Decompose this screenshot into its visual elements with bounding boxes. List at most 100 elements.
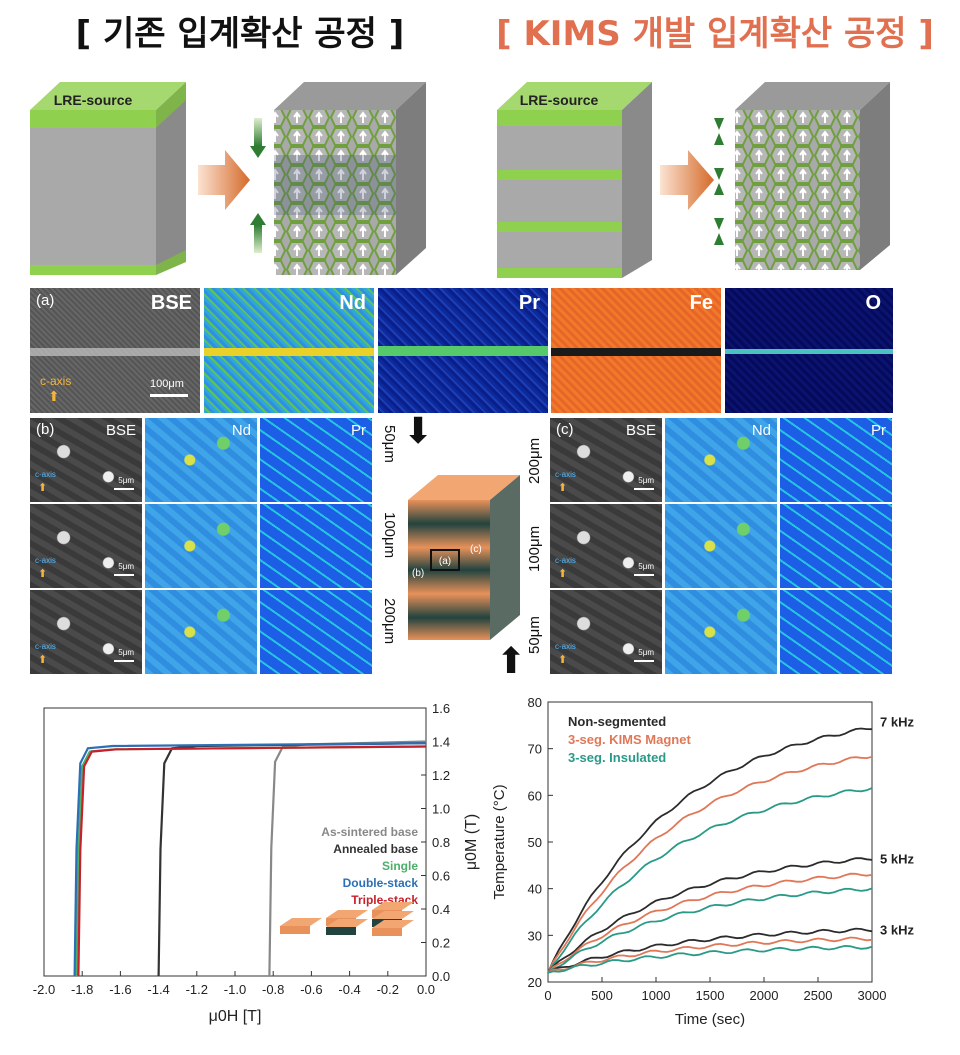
b-micrograph-r0-c1: Nd xyxy=(145,418,257,502)
map-o: O xyxy=(725,288,893,413)
down-arrow-icon: ⬇ xyxy=(403,410,434,451)
legend-entry-2: Single xyxy=(382,859,418,873)
y-tick-label: 0.6 xyxy=(432,869,450,884)
x-tick-label: 1000 xyxy=(642,988,671,1003)
stack-icon xyxy=(326,927,356,935)
y-tick-label: 0.4 xyxy=(432,902,450,917)
stack-icon xyxy=(372,920,414,928)
panel-c-label: (c) xyxy=(556,421,574,438)
temp-line-2-2 xyxy=(547,944,873,974)
c-scale-bar xyxy=(634,574,654,576)
b-header-0: BSE xyxy=(105,422,136,439)
kims-segmented-magnet-block: LRE-source xyxy=(497,82,652,278)
b-micrograph-r1-c0: c-axis ⬆ 5μm xyxy=(30,504,142,588)
series-line-3 xyxy=(73,742,427,977)
freq-annotation-1: 5 kHz xyxy=(880,851,914,866)
x-tick-label: 500 xyxy=(591,988,613,1003)
y-tick-label: 0.2 xyxy=(432,936,450,951)
b-scale-bar xyxy=(114,488,134,490)
diffusion-up-arrow-icon xyxy=(254,225,262,253)
x-tick-label: -0.8 xyxy=(262,982,284,997)
plot-frame xyxy=(547,701,873,983)
process-arrow-left-icon xyxy=(198,150,250,210)
segment-diffusion-arrows-icon xyxy=(714,118,724,245)
c-micrograph-r0-c1: Nd xyxy=(665,418,777,502)
legend-entry-2: 3-seg. Insulated xyxy=(568,750,666,765)
conventional-diffused-magnet xyxy=(274,82,426,275)
kims-diffused-magnet xyxy=(735,82,890,270)
x-tick-label: -0.6 xyxy=(300,982,322,997)
b-caxis-arrow-icon: ⬆ xyxy=(38,482,48,494)
block-label-b: (b) xyxy=(412,568,424,579)
temp-line-2-1 xyxy=(547,936,873,974)
process-schematics: LRE-source LRE-source xyxy=(30,82,890,278)
caxis-label: c-axis xyxy=(40,374,72,388)
x-tick-label: 1500 xyxy=(696,988,725,1003)
legend-entry-0: As-sintered base xyxy=(321,825,418,839)
temp-line-1-2 xyxy=(547,887,873,974)
map-nd: Nd xyxy=(204,288,374,413)
x-tick-label: -1.6 xyxy=(109,982,131,997)
b-micrograph-r0-c0: BSE c-axis ⬆ 5μm xyxy=(30,418,142,502)
b-caxis-label: c-axis xyxy=(35,470,56,479)
b-scale-label: 5μm xyxy=(118,562,134,571)
temp-line-1-0 xyxy=(547,857,873,974)
x-tick-label: 2000 xyxy=(750,988,779,1003)
y-tick-label: 1.6 xyxy=(432,701,450,716)
block-label-a: (a) xyxy=(439,556,451,567)
b-caxis-label: c-axis xyxy=(35,556,56,565)
c-micrograph-r2-c1 xyxy=(665,590,777,674)
c-micrograph-r2-c0: c-axis ⬆ 5μm xyxy=(550,590,662,674)
c-header-1: Nd xyxy=(751,422,771,439)
legend-entry-1: Annealed base xyxy=(333,842,418,856)
c-micrograph-r1-c2 xyxy=(780,504,892,588)
temp-line-0-1 xyxy=(547,756,873,974)
diffusion-down-arrow-icon xyxy=(254,118,262,146)
c-scale-bar xyxy=(634,660,654,662)
depth-b-0: 50μm xyxy=(381,425,398,463)
b-micrograph-r2-c0: c-axis ⬆ 5μm xyxy=(30,590,142,674)
c-header-0: BSE xyxy=(625,422,656,439)
freq-annotation-0: 7 kHz xyxy=(880,715,914,730)
map-bse-title: BSE xyxy=(150,292,192,314)
legend-entry-3: Double-stack xyxy=(343,876,419,890)
process-arrow-right-icon xyxy=(660,150,714,210)
y-axis-label: μ0M (T) xyxy=(463,814,480,870)
y-tick-label: 50 xyxy=(528,835,542,850)
temp-line-1-1 xyxy=(547,872,873,974)
stack-icon xyxy=(280,926,310,934)
x-tick-label: -1.4 xyxy=(147,982,169,997)
depth-c-0: 200μm xyxy=(526,437,543,484)
depth-c-2: 50μm xyxy=(526,616,543,654)
b-micrograph-r0-c2: Pr xyxy=(260,418,372,502)
title-conventional-process: [ 기존 입계확산 공정 ] xyxy=(75,14,405,54)
c-caxis-arrow-icon: ⬆ xyxy=(558,482,568,494)
stack-icon xyxy=(326,919,368,927)
stack-icon xyxy=(372,902,414,910)
panel-a-label: (a) xyxy=(36,292,55,309)
stack-icon xyxy=(372,911,414,919)
x-axis-label: μ0H [T] xyxy=(209,1008,262,1025)
x-tick-label: -1.8 xyxy=(71,982,93,997)
y-tick-label: 20 xyxy=(528,975,542,990)
c-caxis-label: c-axis xyxy=(555,642,576,651)
b-scale-bar xyxy=(114,660,134,662)
y-tick-label: 0.0 xyxy=(432,969,450,984)
y-axis-label: Temperature (°C) xyxy=(491,784,508,899)
c-scale-label: 5μm xyxy=(638,648,654,657)
temp-line-2-0 xyxy=(547,927,873,974)
scale-label: 100μm xyxy=(150,378,184,390)
c-micrograph-r0-c2: Pr xyxy=(780,418,892,502)
conventional-magnet-block: LRE-source xyxy=(30,82,186,275)
c-caxis-arrow-icon: ⬆ xyxy=(558,654,568,666)
series-line-4 xyxy=(77,745,427,977)
c-micrograph-r0-c0: BSE c-axis ⬆ 5μm xyxy=(550,418,662,502)
b-micrograph-r2-c1 xyxy=(145,590,257,674)
b-micrograph-r2-c2 xyxy=(260,590,372,674)
c-caxis-label: c-axis xyxy=(555,470,576,479)
up-arrow-icon: ⬆ xyxy=(496,640,527,681)
y-tick-label: 1.2 xyxy=(432,768,450,783)
c-scale-label: 5μm xyxy=(638,562,654,571)
x-tick-label: -2.0 xyxy=(33,982,55,997)
c-micrograph-r2-c2 xyxy=(780,590,892,674)
